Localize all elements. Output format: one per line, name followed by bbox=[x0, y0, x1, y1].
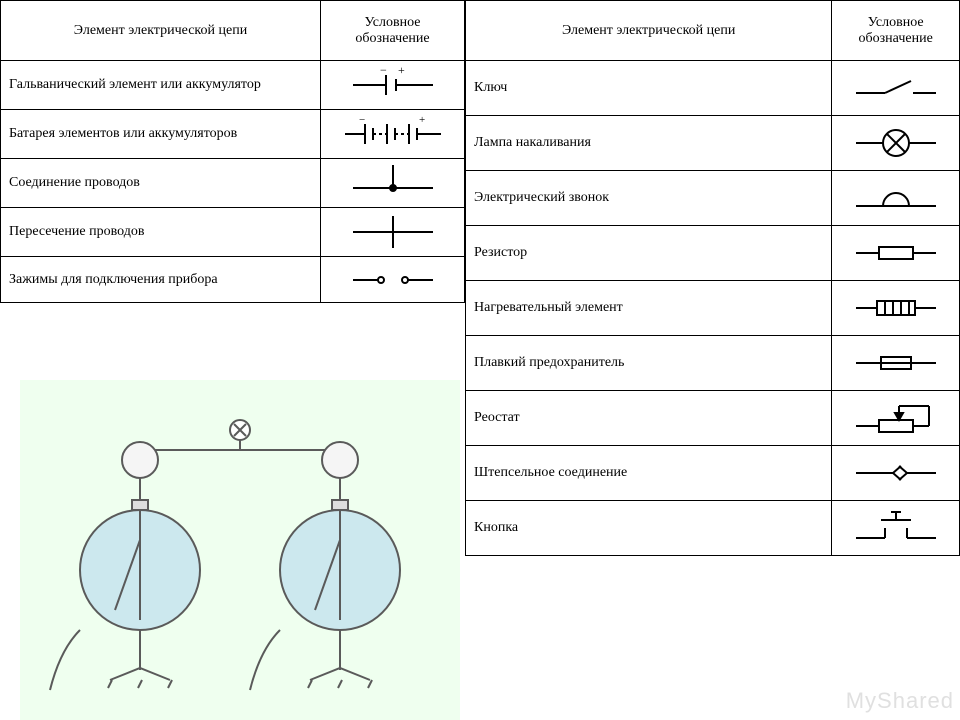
right-row-label: Нагревательный элемент bbox=[466, 281, 832, 336]
bell-icon bbox=[851, 178, 941, 218]
symbol-cell-terminals bbox=[321, 257, 465, 303]
right-row-label: Штепсельное соединение bbox=[466, 446, 832, 501]
right-row-label: Лампа накаливания bbox=[466, 116, 832, 171]
resistor-icon bbox=[851, 238, 941, 268]
symbol-cell-battery-group: −+ bbox=[321, 110, 465, 159]
symbol-cell-plug bbox=[832, 446, 960, 501]
left-row-label: Гальванический элемент или аккумулятор bbox=[1, 61, 321, 110]
crossing-icon bbox=[348, 212, 438, 252]
right-row-label: Плавкий предохранитель bbox=[466, 336, 832, 391]
left-header-symbol: Условное обозначение bbox=[321, 1, 465, 61]
symbol-cell-crossing bbox=[321, 208, 465, 257]
symbol-cell-resistor bbox=[832, 226, 960, 281]
left-row-label: Батарея элементов или аккумуляторов bbox=[1, 110, 321, 159]
plug-icon bbox=[851, 458, 941, 488]
terminals-icon bbox=[348, 265, 438, 295]
left-header-element: Элемент электрической цепи bbox=[1, 1, 321, 61]
right-row-label: Резистор bbox=[466, 226, 832, 281]
left-row-label: Соединение проводов bbox=[1, 159, 321, 208]
apparatus-illustration bbox=[20, 380, 460, 720]
button-icon bbox=[851, 508, 941, 548]
fuse-icon bbox=[851, 348, 941, 378]
left-row-label: Зажимы для подключения прибора bbox=[1, 257, 321, 303]
symbol-cell-bell bbox=[832, 171, 960, 226]
electroscope-pair-icon bbox=[20, 380, 460, 720]
left-table: Элемент электрической цепи Условное обоз… bbox=[0, 0, 465, 303]
lamp-icon bbox=[851, 123, 941, 163]
battery-group-icon: −+ bbox=[343, 114, 443, 154]
symbol-cell-junction bbox=[321, 159, 465, 208]
heater-icon bbox=[851, 293, 941, 323]
battery-icon: −+ bbox=[348, 65, 438, 105]
svg-text:+: + bbox=[419, 114, 425, 126]
right-table: Элемент электрической цепи Условное обоз… bbox=[465, 0, 960, 556]
rheostat-icon bbox=[851, 398, 941, 438]
symbol-cell-button bbox=[832, 501, 960, 556]
junction-icon bbox=[348, 163, 438, 203]
symbol-cell-lamp bbox=[832, 116, 960, 171]
symbol-cell-rheostat bbox=[832, 391, 960, 446]
watermark: MyShared bbox=[846, 688, 954, 714]
symbol-cell-switch bbox=[832, 61, 960, 116]
svg-text:−: − bbox=[359, 114, 365, 126]
right-header-element: Элемент электрической цепи bbox=[466, 1, 832, 61]
svg-text:+: + bbox=[398, 65, 405, 77]
symbol-cell-fuse bbox=[832, 336, 960, 391]
left-row-label: Пересечение проводов bbox=[1, 208, 321, 257]
right-header-symbol: Условное обозначение bbox=[832, 1, 960, 61]
svg-text:−: − bbox=[380, 65, 387, 77]
right-row-label: Ключ bbox=[466, 61, 832, 116]
symbol-cell-battery: −+ bbox=[321, 61, 465, 110]
right-row-label: Кнопка bbox=[466, 501, 832, 556]
switch-icon bbox=[851, 71, 941, 105]
right-row-label: Электрический звонок bbox=[466, 171, 832, 226]
symbol-cell-heater bbox=[832, 281, 960, 336]
right-row-label: Реостат bbox=[466, 391, 832, 446]
